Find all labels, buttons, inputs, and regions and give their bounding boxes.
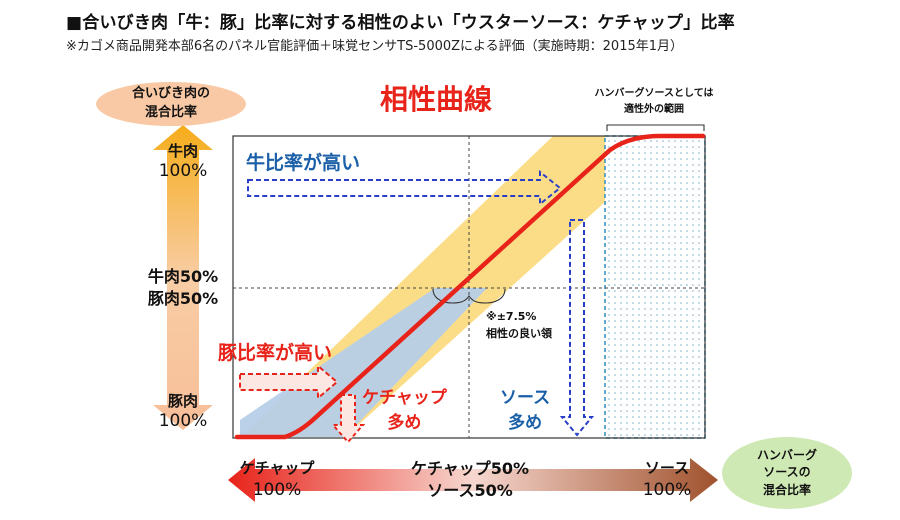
x-badge-line3: 混合比率 xyxy=(762,482,811,497)
ketchup-more-arrow xyxy=(330,394,366,444)
chart-title: 相性曲線 xyxy=(380,83,493,116)
x-mid-line1: ケチャップ50% xyxy=(410,459,530,478)
tolerance-band-blue xyxy=(240,288,487,437)
y-mid-line1: 牛肉50% xyxy=(147,267,219,286)
x-left-line2: 100% xyxy=(252,480,302,500)
sauce-more-line2: 多め xyxy=(508,412,543,433)
x-right-line1: ソース xyxy=(644,459,690,477)
x-mid-line2: ソース50% xyxy=(427,481,513,501)
y-axis-arrow xyxy=(153,125,213,430)
page-title: ■合いびき肉「牛：豚」比率に対する相性のよい「ウスターソース：ケチャップ」比率 xyxy=(66,13,735,33)
y-bottom-line1: 豚肉 xyxy=(167,392,198,410)
y-bottom-line2: 100% xyxy=(158,410,208,431)
tolerance-line1: ※±7.5% xyxy=(486,310,537,323)
sauce-more-label: ソース 多め xyxy=(500,386,550,435)
x-right-line2: 100% xyxy=(642,480,692,500)
ketchup-more-line2: 多め xyxy=(387,412,422,433)
unsuitable-region xyxy=(605,136,705,438)
ketchup-more-line1: ケチャップ xyxy=(362,388,447,408)
x-right-label: ソース 100% xyxy=(622,458,712,503)
x-left-label: ケチャップ 100% xyxy=(222,458,332,503)
y-badge-line1: 合いびき肉の xyxy=(131,86,210,102)
y-top-line1: 牛肉 xyxy=(167,142,198,160)
y-axis-badge: 合いびき肉の 混合比率 xyxy=(96,82,246,126)
unsuitable-bracket xyxy=(606,124,705,131)
unsuitable-line1: ハンバーグソースとしては xyxy=(594,88,714,99)
x-left-line1: ケチャップ xyxy=(239,459,315,477)
page-subtitle: ※カゴメ商品開発本部6名のパネル官能評価＋味覚センサTS-5000Zによる評価（… xyxy=(66,39,684,54)
y-badge-line2: 混合比率 xyxy=(144,105,197,120)
y-top-label: 牛肉 100% xyxy=(138,142,228,182)
beef-high-label: 牛比率が高い xyxy=(246,152,361,174)
y-bottom-label: 豚肉 100% xyxy=(138,392,228,432)
ketchup-more-label: ケチャップ 多め xyxy=(362,386,447,435)
y-top-line2: 100% xyxy=(158,160,208,181)
pork-high-label: 豚比率が高い xyxy=(218,342,333,364)
sauce-more-line1: ソース xyxy=(500,388,551,408)
x-badge-line2: ソースの xyxy=(763,465,811,480)
x-mid-label: ケチャップ50% ソース50% xyxy=(400,458,540,503)
y-mid-label: 牛肉50% 豚肉50% xyxy=(126,266,240,309)
tolerance-line2: 相性の良い領 xyxy=(486,327,552,341)
sauce-more-arrow xyxy=(559,219,595,437)
tolerance-note: ※±7.5% 相性の良い領 xyxy=(486,308,552,342)
unsuitable-line2: 適性外の範囲 xyxy=(624,103,684,115)
beef-high-arrow xyxy=(247,169,562,207)
x-axis-badge: ハンバーグ ソースの 混合比率 xyxy=(722,437,852,509)
x-axis-arrow xyxy=(228,458,718,502)
pork-high-arrow xyxy=(239,363,339,401)
y-mid-line2: 豚肉50% xyxy=(147,288,219,308)
compatibility-curve xyxy=(234,133,706,440)
unsuitable-note: ハンバーグソースとしては 適性外の範囲 xyxy=(574,86,734,117)
x-badge-line1: ハンバーグ xyxy=(756,447,817,462)
